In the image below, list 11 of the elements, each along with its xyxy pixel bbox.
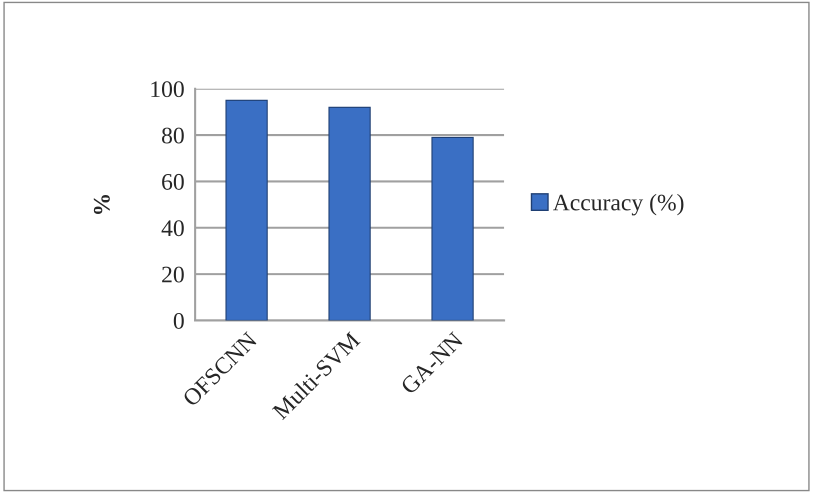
y-tick-label: 40 bbox=[162, 220, 184, 236]
y-tick-label: 80 bbox=[162, 128, 184, 144]
y-axis-title: % bbox=[94, 195, 110, 214]
legend-label: Accuracy (%) bbox=[552, 194, 684, 216]
bar bbox=[328, 106, 371, 320]
bar bbox=[225, 100, 268, 320]
y-tick-label: 0 bbox=[174, 312, 184, 329]
y-tick-label: 60 bbox=[162, 174, 184, 190]
y-tick-label: 20 bbox=[162, 266, 184, 283]
bar bbox=[431, 136, 474, 320]
y-tick-label: 100 bbox=[151, 81, 184, 98]
